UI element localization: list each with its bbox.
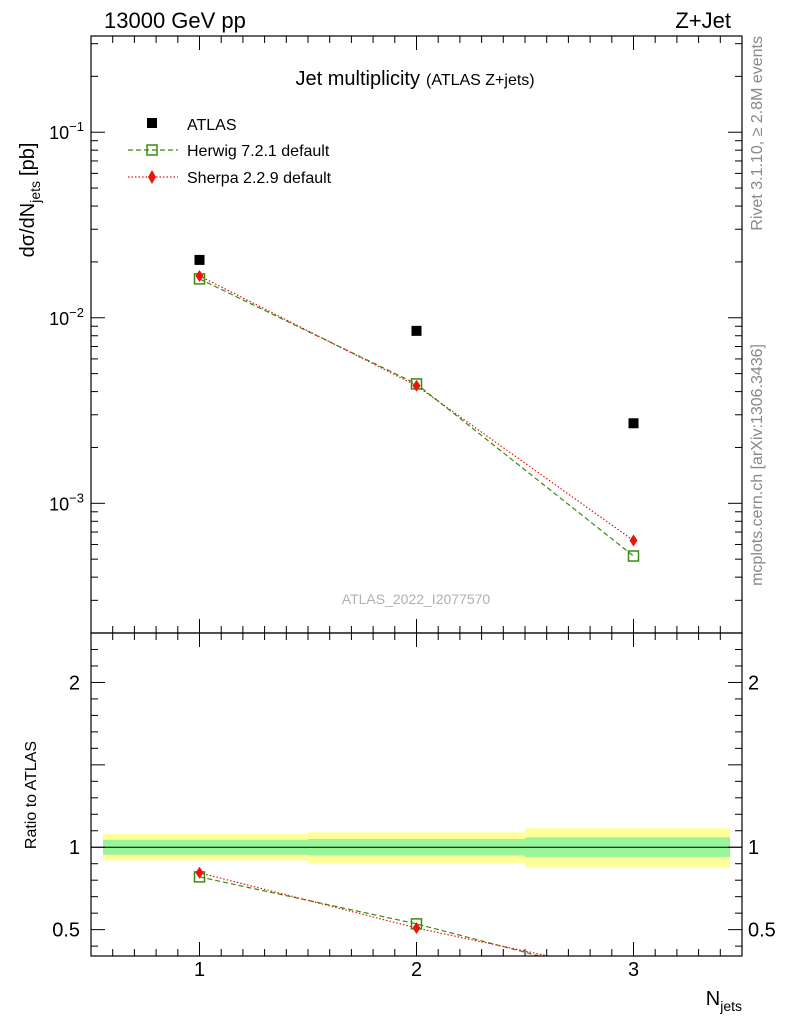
x-tick-labels: 1 2 3 — [194, 959, 639, 981]
legend-label: Sherpa 2.2.9 default — [187, 170, 332, 187]
legend-marker-atlas — [147, 118, 157, 128]
data-point — [195, 269, 204, 282]
main-y-label-unit: [pb] — [17, 143, 39, 176]
chart-subtitle: (ATLAS Z+jets) — [426, 72, 535, 89]
chart-title: Jet multiplicity — [296, 68, 420, 90]
data-point — [194, 254, 205, 265]
main-y-tick-labels: 10−1 10−2 10−3 — [49, 119, 84, 514]
legend-item: Sherpa 2.2.9 default — [128, 170, 332, 187]
x-tick-label: 3 — [628, 959, 639, 981]
ratio-y-tick-label-right: 0.5 — [748, 920, 776, 942]
legend-item: Herwig 7.2.1 default — [128, 143, 330, 160]
ratio-y-tick-label-left: 2 — [69, 672, 80, 694]
legend-marker-herwig — [146, 144, 158, 156]
x-axis-label: Njets — [706, 988, 742, 1014]
watermark-label: ATLAS_2022_I2077570 — [342, 591, 491, 607]
main-y-axis-label: dσ/dNjets [pb] — [17, 143, 43, 258]
ratio-y-tick-label-right: 2 — [748, 672, 759, 694]
ratio-series-line — [199, 872, 552, 956]
ratio-frame — [90, 632, 743, 957]
ratio-series — [193, 866, 552, 956]
legend-marker-sherpa — [148, 170, 156, 184]
ratio-series-clipped — [193, 866, 552, 956]
series-line — [199, 275, 634, 542]
x-tick-label: 2 — [411, 959, 422, 981]
main-y-label-main: dσ/dN — [17, 203, 39, 258]
ratio-series-line — [199, 876, 542, 956]
ratio-bands — [103, 828, 730, 868]
main-panel: Jet multiplicity (ATLAS Z+jets) ATLAS_20… — [17, 35, 743, 634]
main-title: Jet multiplicity (ATLAS Z+jets) — [296, 68, 535, 90]
main-y-tick-exponent: −3 — [69, 490, 84, 505]
ratio-data-point — [412, 921, 421, 934]
data-point — [627, 550, 640, 562]
legend: ATLAS Herwig 7.2.1 default Sherpa 2.2.9 … — [128, 117, 332, 187]
ratio-y-tick-label-left: 0.5 — [52, 920, 80, 942]
ratio-y-tick-labels: 0.5 1 2 0.5 1 2 — [52, 672, 776, 941]
main-y-label-sub: jets — [27, 181, 43, 204]
main-y-tick-label: 10−1 — [49, 119, 84, 143]
data-point — [412, 379, 421, 392]
legend-label: Herwig 7.2.1 default — [187, 143, 330, 160]
data-point — [629, 534, 638, 547]
x-tick-label: 1 — [194, 959, 205, 981]
ratio-y-label: Ratio to ATLAS — [23, 741, 40, 849]
x-axis-label-sub: jets — [719, 998, 742, 1014]
main-y-tick-exponent: −2 — [69, 305, 84, 320]
main-y-tick-mantissa: 10 — [49, 494, 69, 514]
mcplots-label: mcplots.cern.ch [arXiv:1306.3436] — [749, 344, 766, 586]
data-point — [411, 325, 422, 336]
legend-item: ATLAS — [147, 117, 237, 134]
ratio-panel: 0.5 1 2 0.5 1 2 1 2 3 Ratio to ATLAS Nje… — [23, 632, 776, 1014]
energy-label: 13000 GeV pp — [104, 8, 246, 33]
x-axis-label-main: N — [706, 988, 720, 1010]
ratio-data-point — [195, 866, 204, 879]
main-y-tick-label: 10−2 — [49, 305, 84, 329]
data-point — [628, 418, 639, 429]
rivet-label: Rivet 3.1.10, ≥ 2.8M events — [749, 36, 766, 231]
main-series — [193, 254, 640, 562]
process-label: Z+Jet — [675, 8, 731, 33]
ratio-ticks — [90, 632, 743, 956]
main-y-label: dσ/dNjets [pb] — [17, 143, 43, 258]
ratio-y-tick-label-left: 1 — [69, 837, 80, 859]
main-y-tick-mantissa: 10 — [49, 309, 69, 329]
legend-label: ATLAS — [187, 117, 237, 134]
main-y-tick-mantissa: 10 — [49, 123, 69, 143]
main-y-tick-exponent: −1 — [69, 119, 84, 134]
main-y-tick-label: 10−3 — [49, 490, 84, 514]
series-line — [199, 278, 634, 557]
ratio-y-tick-label-right: 1 — [748, 837, 759, 859]
